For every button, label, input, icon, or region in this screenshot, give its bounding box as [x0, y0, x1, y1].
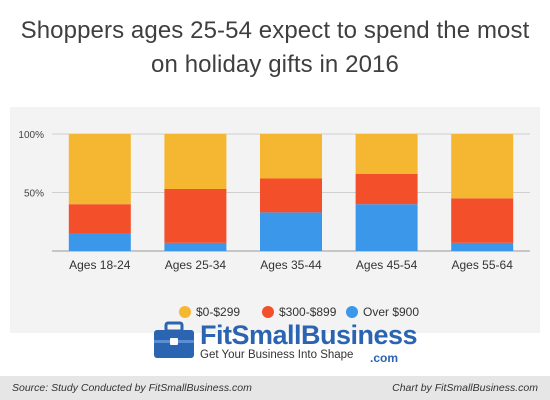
bar-0-series-0	[68, 233, 131, 251]
fitsmallbusiness-logo: FitSmallBusiness Get Your Business Into …	[152, 318, 418, 365]
bar-4-series-2	[451, 134, 514, 199]
category-label-4: Ages 55-64	[452, 258, 514, 272]
bar-2-series-1	[260, 178, 322, 213]
stacked-bar-chart: 100%50% Ages 18-24 Ages 25-34 Ages 35-44 Ag…	[18, 130, 530, 319]
bar-4-series-0	[451, 242, 514, 251]
bar-0-series-2	[68, 134, 131, 205]
bar-1-series-0	[164, 242, 227, 251]
chart-title-line-1: Shoppers ages 25-54 expect to spend the …	[20, 17, 530, 44]
chart-title-line-2: on holiday gifts in 2016	[151, 51, 399, 78]
briefcase-icon	[154, 321, 194, 358]
legend-swatch-0	[179, 306, 191, 318]
y-axis-ticks: 100% 50%	[18, 130, 44, 200]
bar-3-series-0	[355, 204, 418, 251]
bar-1-series-1	[164, 188, 227, 243]
bar-2-series-0	[260, 212, 322, 251]
footer-bar: Source: Study Conducted by FitSmallBusin…	[0, 376, 550, 400]
bar-2-series-2	[260, 134, 322, 179]
bar-3-series-1	[355, 173, 418, 205]
category-label-2: Ages 35-44	[260, 258, 322, 272]
legend-label-2: Over $900	[363, 305, 419, 319]
legend: $0-$299 $300-$899 Over $900	[179, 305, 419, 319]
source-note: Source: Study Conducted by FitSmallBusin…	[12, 382, 252, 394]
legend-label-1: $300-$899	[279, 305, 337, 319]
category-label-3: Ages 45-54	[356, 258, 418, 272]
logo-name: FitSmallBusiness	[200, 320, 418, 350]
logo-tagline: Get Your Business Into Shape	[200, 349, 354, 361]
legend-label-0: $0-$299	[196, 305, 240, 319]
y-tick-label-1: 50%	[24, 189, 44, 200]
bar-0-series-1	[68, 204, 131, 234]
bar-4-series-1	[451, 198, 514, 243]
y-tick-label-0: 100%	[18, 130, 44, 141]
legend-swatch-2	[346, 306, 358, 318]
category-label-0: Ages 18-24	[69, 258, 131, 272]
x-axis-labels: Ages 18-24 Ages 25-34 Ages 35-44 Ages 45-54…	[69, 258, 513, 272]
bars	[68, 134, 514, 251]
category-label-1: Ages 25-34	[165, 258, 227, 272]
bar-3-series-2	[355, 134, 418, 174]
legend-swatch-1	[262, 306, 274, 318]
chart-title: Shoppers ages 25-54 expect to spend the …	[0, 14, 550, 82]
chart-credit: Chart by FitSmallBusiness.com	[392, 382, 538, 394]
logo-suffix: .com	[370, 351, 399, 365]
bar-1-series-2	[164, 134, 227, 189]
